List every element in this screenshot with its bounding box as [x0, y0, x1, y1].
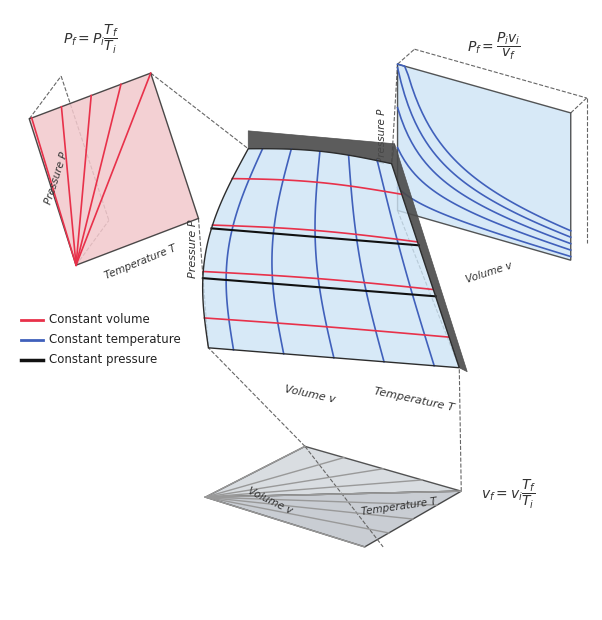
Text: $v_f = v_i\dfrac{T_f}{T_i}$: $v_f = v_i\dfrac{T_f}{T_i}$	[481, 477, 537, 511]
Text: Volume v: Volume v	[246, 486, 294, 516]
Text: Pressure P: Pressure P	[187, 219, 197, 278]
Polygon shape	[391, 144, 467, 372]
Text: $P_f = \dfrac{P_i v_i}{v_f}$: $P_f = \dfrac{P_i v_i}{v_f}$	[467, 30, 521, 62]
Polygon shape	[203, 149, 459, 368]
Text: $P_f = P_i\dfrac{T_f}{T_i}$: $P_f = P_i\dfrac{T_f}{T_i}$	[63, 23, 119, 56]
Polygon shape	[248, 131, 394, 164]
Text: Volume v: Volume v	[465, 261, 514, 285]
Text: Volume v: Volume v	[284, 384, 337, 405]
Text: Constant pressure: Constant pressure	[49, 353, 157, 366]
Polygon shape	[397, 64, 571, 260]
Text: Temperature T: Temperature T	[104, 243, 178, 281]
Text: Constant volume: Constant volume	[49, 314, 150, 327]
Polygon shape	[205, 446, 461, 497]
Text: Pressure P: Pressure P	[43, 151, 69, 206]
Text: Temperature T: Temperature T	[361, 497, 438, 517]
Polygon shape	[29, 73, 199, 265]
Text: Temperature T: Temperature T	[373, 386, 456, 413]
Text: Constant temperature: Constant temperature	[49, 334, 181, 347]
Polygon shape	[205, 491, 461, 547]
Text: Pressure P: Pressure P	[377, 108, 386, 163]
